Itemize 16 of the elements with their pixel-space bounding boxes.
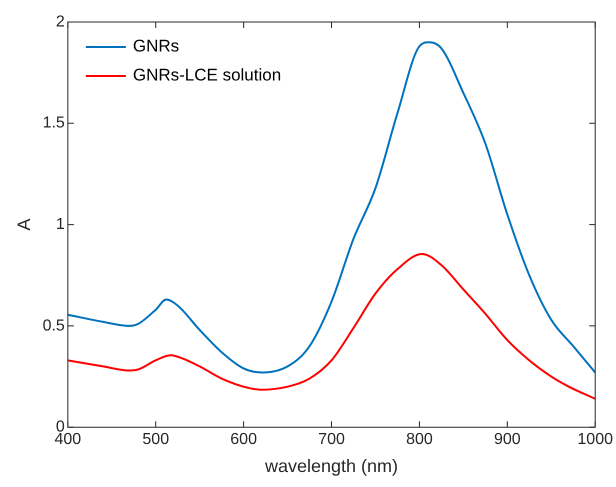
legend-label: GNRs-LCE solution	[132, 66, 282, 85]
x-tick-label: 600	[230, 431, 258, 448]
y-tick-label: 1.5	[42, 114, 65, 132]
x-tick-label: 500	[142, 431, 170, 448]
y-tick-label: 2	[56, 13, 65, 30]
x-axis-title: wavelength (nm)	[264, 456, 398, 476]
y-tick-label: 1	[56, 216, 65, 234]
line-series	[68, 252, 596, 400]
x-tick-label: 800	[406, 431, 433, 448]
y-tick-label: 0.5	[42, 317, 65, 334]
x-tick-label: 700	[318, 431, 345, 448]
x-tick-label: 1000	[577, 431, 614, 448]
line-series	[68, 41, 596, 374]
x-tick-label: 900	[494, 431, 521, 448]
legend-label: GNRs	[132, 36, 180, 56]
y-axis-title: A	[14, 218, 34, 231]
